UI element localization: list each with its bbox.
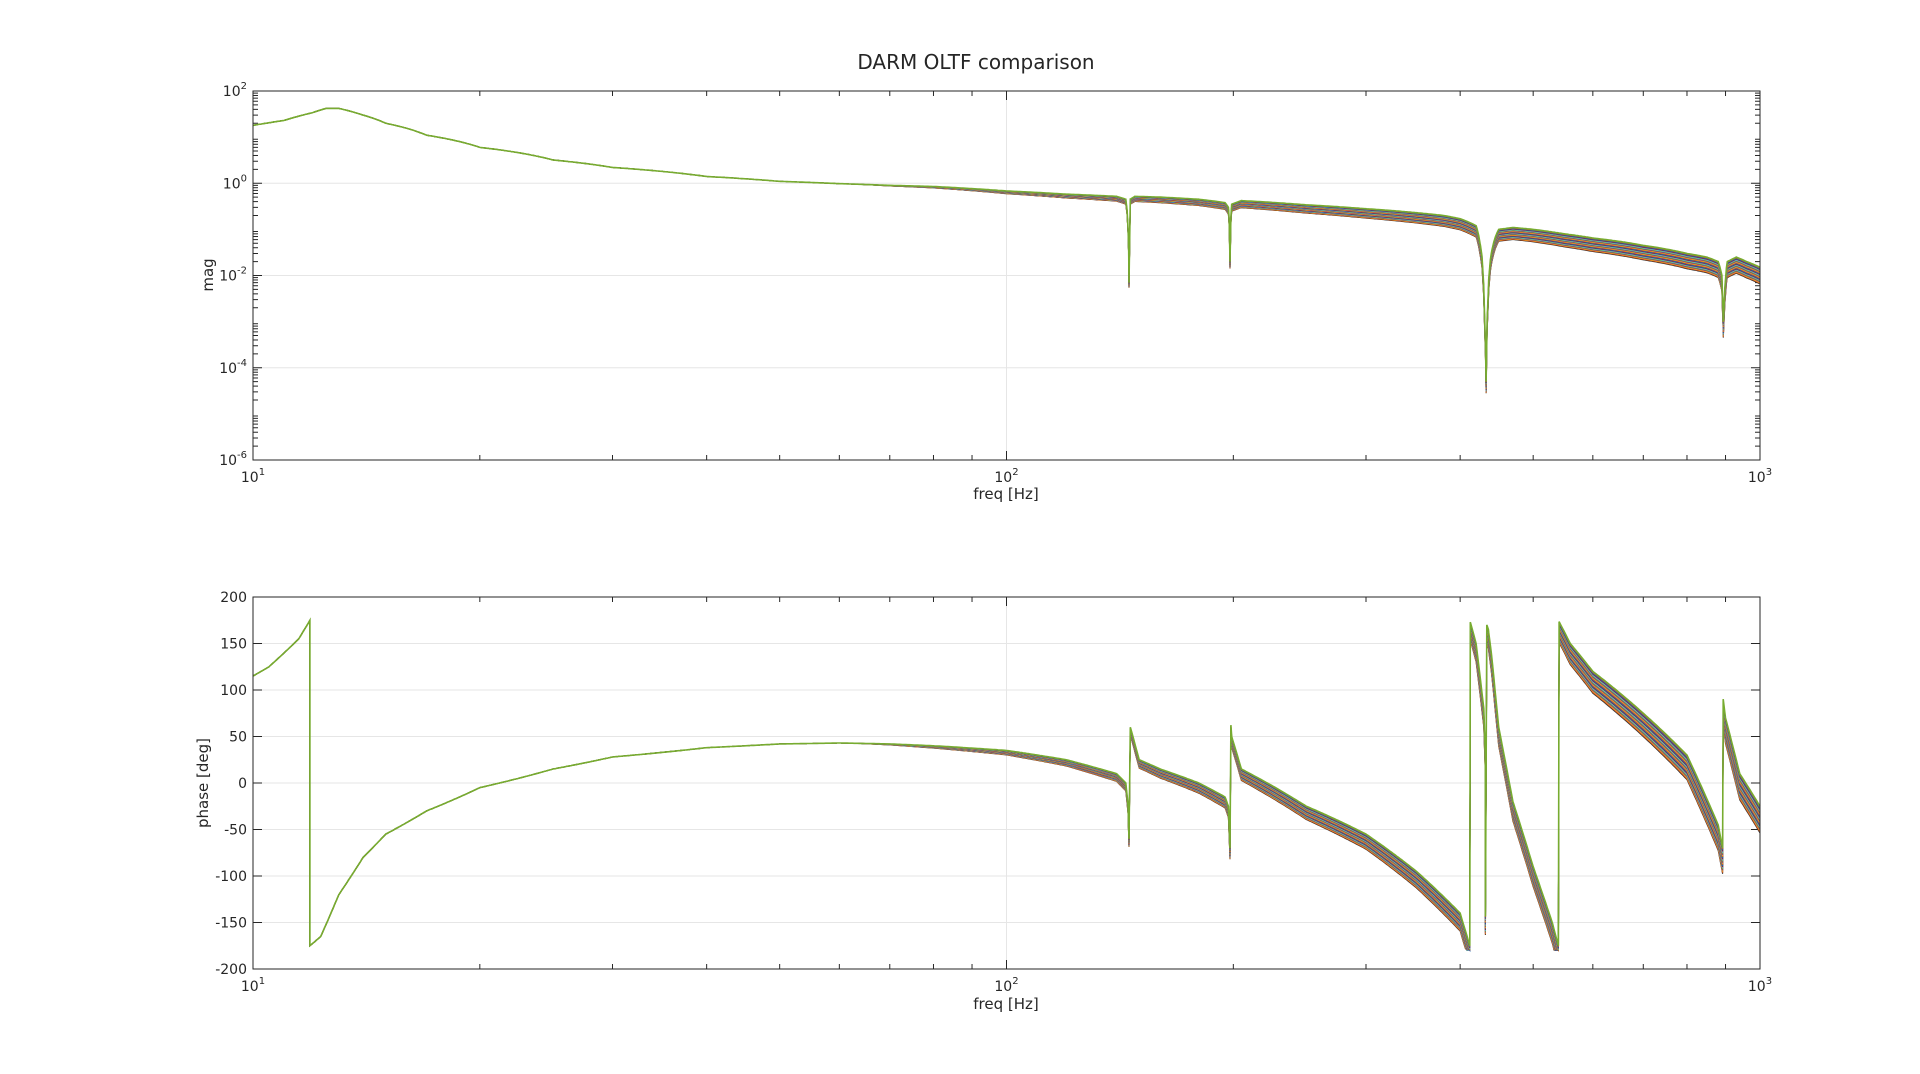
magnitude-axes-box <box>252 90 1761 461</box>
phase-series <box>252 617 1761 953</box>
phase-ytick-label: -150 <box>215 916 247 932</box>
phase-ytick-label: -50 <box>224 823 247 839</box>
magnitude-ylabel: mag <box>199 258 217 291</box>
magnitude-xlabel: freq [Hz] <box>973 485 1039 503</box>
magnitude-series-line <box>252 107 1761 382</box>
phase-ytick-label: 200 <box>220 590 247 606</box>
phase-axes-box <box>252 596 1761 970</box>
phase-ytick-label: 150 <box>220 637 247 653</box>
phase-ytick-label: -200 <box>215 962 247 978</box>
magnitude-series <box>252 107 1761 394</box>
magnitude-grid <box>253 91 1760 460</box>
phase-ylabel: phase [deg] <box>194 738 212 828</box>
phase-ytick-label: 100 <box>220 683 247 699</box>
phase-ytick-label: 0 <box>238 776 247 792</box>
phase-ytick-label: -100 <box>215 869 247 885</box>
figure-title: DARM OLTF comparison <box>857 50 1094 74</box>
phase-series-line <box>252 617 1761 948</box>
phase-xlabel: freq [Hz] <box>973 995 1039 1013</box>
phase-ytick-label: 50 <box>229 730 247 746</box>
